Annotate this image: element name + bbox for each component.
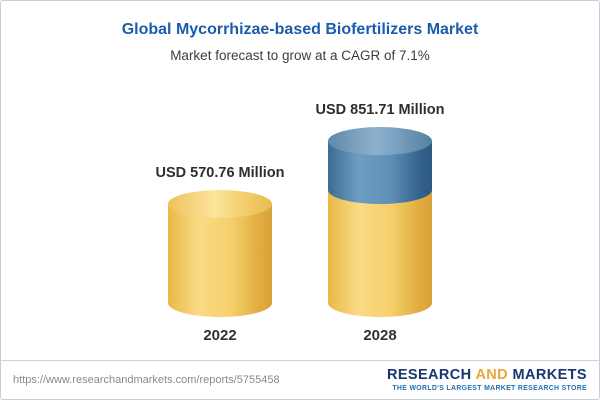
cylinder-2022-top-ellipse: [168, 190, 272, 218]
chart-subtitle: Market forecast to grow at a CAGR of 7.1…: [170, 48, 430, 63]
cylinder-2028-base-segment: [328, 190, 432, 317]
cylinder-2022: [168, 190, 272, 317]
chart-plot-area: USD 570.76 Million 2022 USD 851.71 Milli…: [1, 63, 599, 360]
logo-word-markets: MARKETS: [512, 366, 587, 383]
report-url: https://www.researchandmarkets.com/repor…: [13, 374, 280, 386]
cylinder-2022-body: [168, 204, 272, 317]
bar-column-2028: USD 851.71 Million 2028: [305, 102, 455, 344]
cylinder-2028-top-ellipse: [328, 127, 432, 155]
chart-title: Global Mycorrhizae-based Biofertilizers …: [121, 21, 479, 38]
logo-wordmark: RESEARCH AND MARKETS: [387, 367, 587, 384]
value-label-2028: USD 851.71 Million: [315, 102, 445, 118]
value-label-2022: USD 570.76 Million: [155, 165, 285, 181]
category-label-2022: 2022: [203, 327, 237, 344]
logo-word-research: RESEARCH: [386, 366, 472, 383]
cylinder-2028: [328, 127, 432, 317]
category-label-2028: 2028: [363, 327, 397, 344]
research-and-markets-logo: RESEARCH AND MARKETS THE WORLD'S LARGEST…: [387, 367, 587, 394]
logo-word-and: AND: [475, 366, 509, 383]
bar-column-2022: USD 570.76 Million 2022: [145, 165, 295, 344]
chart-header: Global Mycorrhizae-based Biofertilizers …: [1, 1, 599, 63]
logo-tagline: THE WORLD'S LARGEST MARKET RESEARCH STOR…: [392, 385, 587, 393]
footer: https://www.researchandmarkets.com/repor…: [1, 360, 599, 399]
